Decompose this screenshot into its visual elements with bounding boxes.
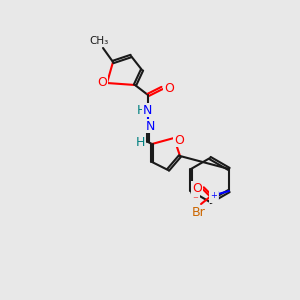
Text: CH₃: CH₃ (89, 36, 109, 46)
Text: +: + (211, 191, 218, 200)
Text: ⁻
O: ⁻ O (191, 195, 200, 217)
Text: H: H (135, 136, 145, 148)
Text: O: O (174, 134, 184, 146)
Text: O: O (164, 82, 174, 94)
Text: N: N (209, 190, 219, 202)
Text: H: H (136, 103, 146, 116)
Text: N: N (142, 103, 152, 116)
Text: N: N (145, 119, 155, 133)
Text: O: O (97, 76, 107, 89)
Text: O: O (192, 182, 202, 194)
Text: Br: Br (192, 206, 206, 220)
